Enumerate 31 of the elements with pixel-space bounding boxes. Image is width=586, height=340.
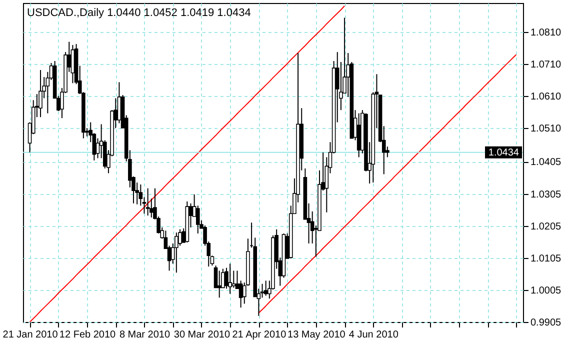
candlestick: [70, 44, 75, 84]
line-series: [29, 5, 346, 322]
chart-title: USDCAD.,Daily 1.0440 1.0452 1.0419 1.0434: [27, 7, 251, 19]
candlestick: [232, 270, 236, 288]
y-tick-label: 1.0710: [530, 59, 562, 70]
y-tick-label: 0.9905: [530, 318, 562, 328]
x-tick-label: 12 Feb 2010: [59, 330, 116, 340]
x-tick-label: 30 Mar 2010: [174, 330, 230, 340]
y-tick-label: 1.0405: [530, 157, 562, 168]
candlestick: [228, 263, 232, 294]
line-series: [258, 54, 517, 314]
x-tick-label: 8 Mar 2010: [119, 330, 170, 340]
y-tick-label: 1.0205: [530, 221, 562, 232]
x-tick-label: 21 Jan 2010: [2, 330, 58, 340]
y-tick-label: 1.0510: [530, 124, 562, 135]
y-tick-label: 1.0005: [530, 285, 562, 296]
candlestick: [196, 205, 200, 234]
candlestick: [38, 70, 42, 118]
y-tick-label: 1.0305: [530, 189, 562, 200]
ref-line-label: 1.0434: [488, 147, 520, 158]
x-tick-label: 21 Apr 2010: [232, 330, 287, 340]
y-tick-label: 1.0610: [530, 91, 562, 102]
candlestick: [174, 232, 178, 274]
candlestick: [146, 188, 150, 216]
x-tick-label: 4 Jun 2010: [348, 330, 399, 340]
y-tick-label: 1.0105: [530, 253, 562, 264]
candlestick: [264, 280, 268, 296]
candlestick: [217, 270, 222, 298]
y-tick-label: 1.0810: [530, 27, 562, 38]
x-tick-label: 13 May 2010: [288, 330, 346, 340]
candlestick: [238, 280, 243, 308]
